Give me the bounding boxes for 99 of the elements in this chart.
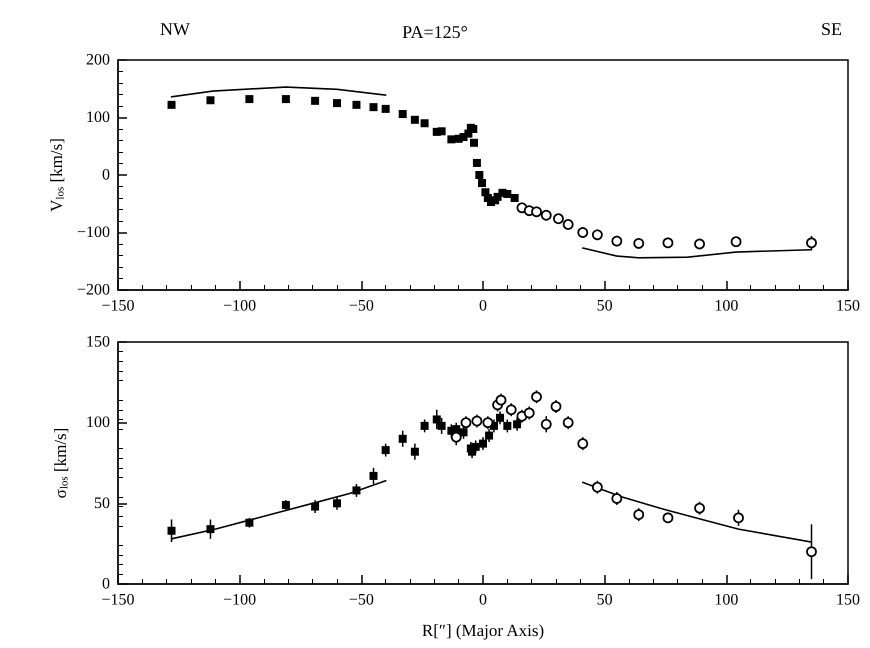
point: [420, 119, 429, 128]
point: [524, 408, 535, 418]
point: [496, 394, 506, 406]
x-tick-label: 50: [596, 592, 613, 608]
point: [479, 440, 487, 448]
x-tick-label: 150: [836, 298, 860, 314]
point: [475, 171, 484, 179]
point: [460, 428, 468, 436]
y-tick-label: 0: [102, 576, 110, 592]
text: NW: [160, 19, 190, 39]
point: [506, 404, 517, 416]
point: [206, 96, 214, 104]
point: [410, 448, 419, 456]
point: [382, 104, 390, 113]
point: [398, 110, 407, 118]
line-series: [170, 86, 386, 98]
point: [472, 158, 481, 167]
point: [633, 238, 644, 249]
x-tick-label: 0: [479, 298, 487, 314]
point: [592, 229, 603, 240]
point: [245, 95, 254, 104]
x-tick-label: 100: [714, 592, 738, 608]
point: [382, 446, 390, 454]
point: [282, 500, 290, 509]
point: [730, 236, 742, 248]
x-axis-title: R[″] (Major Axis): [422, 621, 544, 640]
point: [370, 472, 378, 480]
point: [513, 420, 522, 428]
x-tick-label: −150: [101, 592, 135, 608]
point: [611, 236, 622, 247]
point: [282, 95, 290, 104]
point: [562, 417, 574, 428]
point: [460, 417, 472, 428]
point: [420, 422, 429, 430]
y-axis-title: σlos [km/s]: [51, 428, 70, 498]
point: [370, 103, 378, 112]
point: [733, 512, 744, 524]
x-tick-label: −150: [101, 298, 135, 314]
point: [206, 525, 214, 534]
point: [352, 486, 360, 494]
point: [333, 499, 341, 508]
point: [540, 210, 552, 221]
x-tick-label: −100: [223, 592, 256, 608]
point: [633, 509, 644, 520]
point: [311, 502, 320, 511]
point: [694, 238, 705, 250]
y-tick-label: −200: [76, 282, 110, 298]
point: [438, 422, 446, 430]
chart-title: PA=125°: [402, 22, 468, 42]
point: [496, 414, 504, 422]
x-tick-label: 0: [479, 592, 487, 608]
text: SE: [820, 19, 842, 39]
point: [562, 219, 574, 230]
point: [432, 415, 441, 424]
point: [311, 96, 320, 105]
point: [485, 432, 494, 440]
y-tick-label: 200: [86, 52, 110, 68]
point: [531, 391, 542, 402]
point: [611, 493, 622, 504]
point: [592, 482, 603, 493]
point: [168, 100, 176, 109]
point: [662, 237, 674, 248]
point: [550, 401, 562, 412]
point: [470, 138, 478, 147]
x-tick-label: 100: [714, 298, 738, 314]
point: [503, 422, 512, 430]
x-tick-label: −50: [348, 298, 374, 314]
point: [352, 100, 360, 109]
point: [245, 518, 254, 527]
point: [577, 227, 588, 238]
x-tick-label: 50: [596, 298, 613, 314]
y-tick-label: 100: [86, 109, 110, 126]
point: [438, 127, 446, 136]
y-axis-title: Vlos [km/s]: [47, 138, 67, 212]
y-tick-label: 50: [94, 494, 110, 512]
point: [503, 190, 512, 198]
y-tick-label: 0: [102, 166, 110, 184]
point: [450, 432, 462, 443]
point: [333, 99, 341, 108]
point: [398, 434, 407, 443]
x-tick-label: 150: [836, 592, 860, 608]
x-tick-label: −50: [348, 592, 374, 608]
point: [478, 179, 486, 188]
point: [510, 194, 519, 202]
y-tick-label: 150: [86, 334, 110, 350]
point: [577, 438, 588, 450]
point: [662, 512, 674, 524]
x-tick-label: −100: [223, 298, 256, 314]
point: [472, 416, 482, 426]
point: [694, 502, 705, 514]
y-tick-label: 100: [86, 414, 110, 432]
point: [531, 206, 542, 218]
point: [806, 546, 817, 558]
y-tick-label: −100: [76, 224, 110, 241]
point: [472, 442, 480, 451]
point: [540, 418, 552, 430]
point: [410, 116, 419, 124]
point: [168, 526, 176, 535]
point: [553, 213, 564, 224]
